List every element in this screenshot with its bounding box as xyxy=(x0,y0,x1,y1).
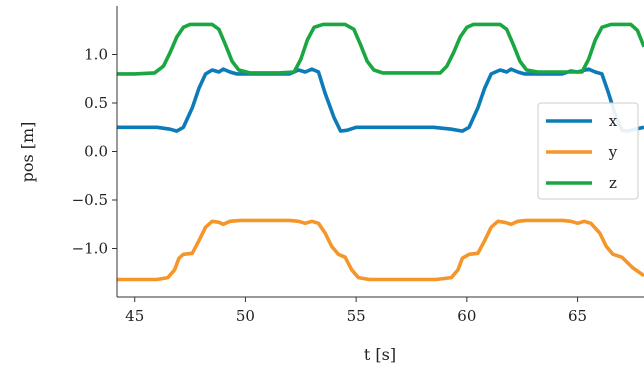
series-line-y xyxy=(117,218,644,282)
x-axis-label: t [s] xyxy=(364,345,396,364)
x-tick-label: 55 xyxy=(347,307,366,325)
x-tick-label: 60 xyxy=(457,307,476,325)
y-tick-label: −0.5 xyxy=(72,191,108,209)
y-tick-label: 0.0 xyxy=(84,143,108,161)
legend: xyz xyxy=(537,102,639,200)
y-ticks: −1.0 −0.5 0.0 0.5 1.0 xyxy=(72,46,117,258)
legend-label-y: y xyxy=(608,143,618,161)
x-tick-label: 65 xyxy=(568,307,587,325)
y-axis-label: pos [m] xyxy=(18,122,37,183)
y-tick-label: −1.0 xyxy=(72,240,108,258)
legend-label-x: x xyxy=(609,112,618,130)
y-tick-label: 1.0 xyxy=(84,46,108,64)
x-tick-label: 50 xyxy=(236,307,255,325)
y-tick-label: 0.5 xyxy=(84,94,108,112)
legend-label-z: z xyxy=(609,174,617,192)
plot-area xyxy=(117,22,644,282)
x-ticks: 45 50 55 60 65 xyxy=(125,297,587,325)
series-line-z xyxy=(117,22,644,76)
x-tick-label: 45 xyxy=(125,307,144,325)
